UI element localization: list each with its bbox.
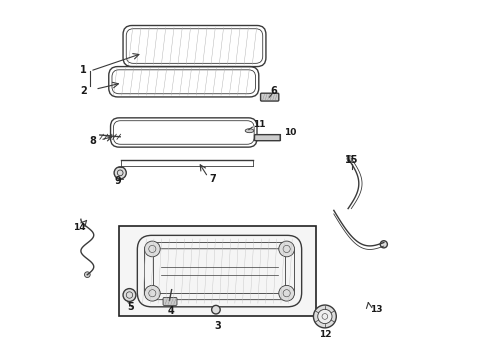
Text: 12: 12 xyxy=(318,330,330,339)
Ellipse shape xyxy=(244,129,253,133)
Text: 2: 2 xyxy=(80,86,87,96)
FancyBboxPatch shape xyxy=(254,135,280,141)
Circle shape xyxy=(317,309,331,324)
Text: 8: 8 xyxy=(89,136,96,146)
Text: 4: 4 xyxy=(167,306,174,316)
Text: 15: 15 xyxy=(344,156,358,165)
Bar xyxy=(119,226,315,316)
Text: 11: 11 xyxy=(253,121,265,130)
Circle shape xyxy=(211,305,220,314)
Circle shape xyxy=(278,285,294,301)
Circle shape xyxy=(313,305,336,328)
Text: 3: 3 xyxy=(214,321,221,332)
Circle shape xyxy=(144,241,160,257)
Circle shape xyxy=(84,272,90,278)
FancyBboxPatch shape xyxy=(260,93,278,101)
Circle shape xyxy=(346,156,352,161)
Circle shape xyxy=(114,167,126,179)
Text: 10: 10 xyxy=(283,128,296,137)
Text: 7: 7 xyxy=(208,174,215,184)
Circle shape xyxy=(123,289,136,301)
FancyBboxPatch shape xyxy=(163,297,177,305)
Text: 6: 6 xyxy=(270,86,277,96)
Text: 13: 13 xyxy=(369,305,382,314)
Text: 1: 1 xyxy=(80,65,87,75)
Text: 5: 5 xyxy=(127,302,134,312)
Text: 14: 14 xyxy=(73,222,85,231)
Circle shape xyxy=(144,285,160,301)
Text: 9: 9 xyxy=(114,176,121,186)
Circle shape xyxy=(278,241,294,257)
Circle shape xyxy=(380,241,386,248)
